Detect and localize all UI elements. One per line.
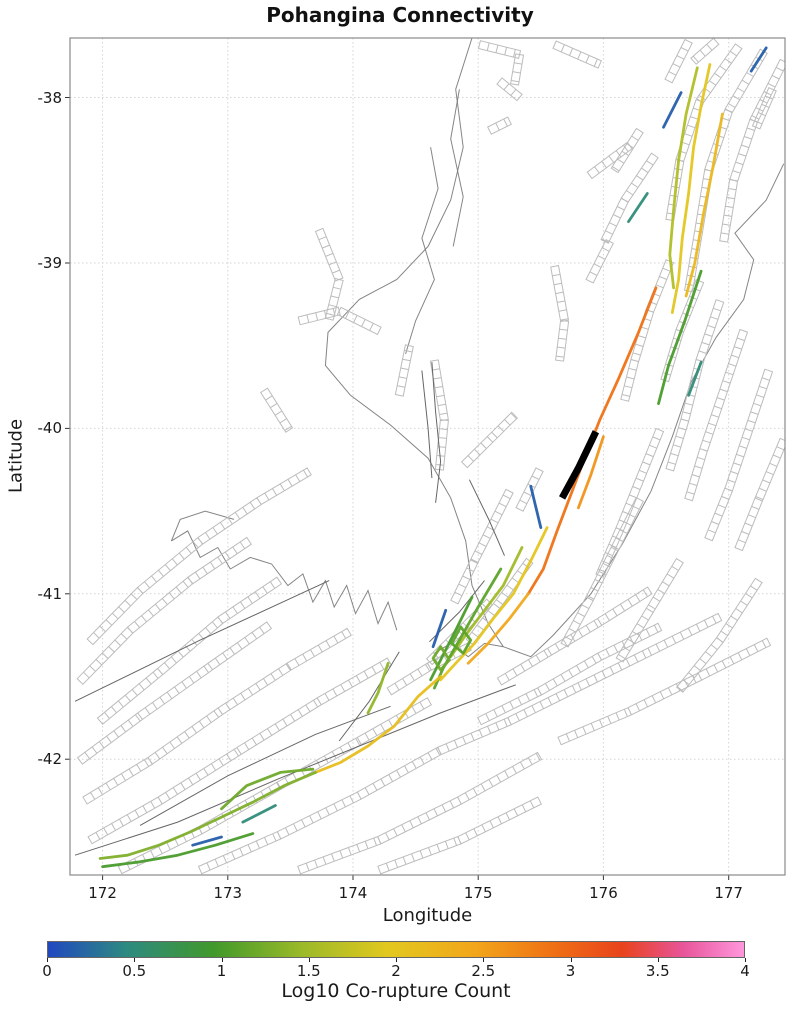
y-tick-label: -38: [37, 88, 63, 107]
colorbar-tick-mark: [657, 958, 659, 962]
colorbar-label: Log10 Co-rupture Count: [281, 980, 511, 1002]
y-tick-label: -40: [37, 419, 63, 438]
y-tick-label: -41: [37, 584, 63, 603]
colorbar-tick-mark: [308, 958, 310, 962]
y-tick-label: -42: [37, 750, 63, 769]
x-axis-label: Longitude: [382, 905, 473, 926]
y-tick-label: -39: [37, 253, 63, 272]
colorbar-tick-label: 3.5: [645, 962, 670, 980]
chart-title: Pohangina Connectivity: [266, 3, 534, 27]
colorbar-tick-label: 4: [740, 962, 750, 980]
x-tick-label: 175: [463, 884, 493, 902]
x-tick-label: 173: [213, 884, 243, 902]
colorbar-tick-label: 3: [565, 962, 576, 980]
x-tick-label: 174: [338, 884, 368, 902]
colorbar-tick-label: 0.5: [122, 962, 147, 980]
colorbar-tick-label: 1: [216, 962, 227, 980]
colorbar-tick-mark: [47, 958, 48, 962]
colorbar-tick-mark: [745, 958, 746, 962]
x-tick-label: 172: [88, 884, 117, 902]
colorbar-tick-mark: [221, 958, 223, 962]
colorbar-tick-label: 1.5: [296, 962, 321, 980]
x-tick-label: 176: [589, 884, 618, 902]
colorbar-tick-mark: [134, 958, 136, 962]
colorbar-tick-mark: [396, 958, 397, 962]
colorbar-gradient: [47, 941, 745, 958]
colorbar-tick-mark: [483, 958, 485, 962]
colorbar-tick-mark: [570, 958, 572, 962]
colorbar-tick-label: 2: [391, 962, 401, 980]
x-tick-label: 177: [714, 884, 743, 902]
colorbar-tick-label: 0: [42, 962, 52, 980]
colorbar-tick-label: 2.5: [471, 962, 496, 980]
